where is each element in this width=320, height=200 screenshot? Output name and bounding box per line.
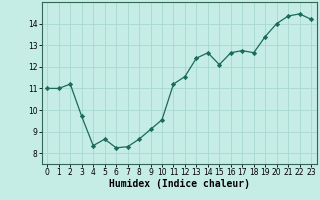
X-axis label: Humidex (Indice chaleur): Humidex (Indice chaleur): [109, 179, 250, 189]
